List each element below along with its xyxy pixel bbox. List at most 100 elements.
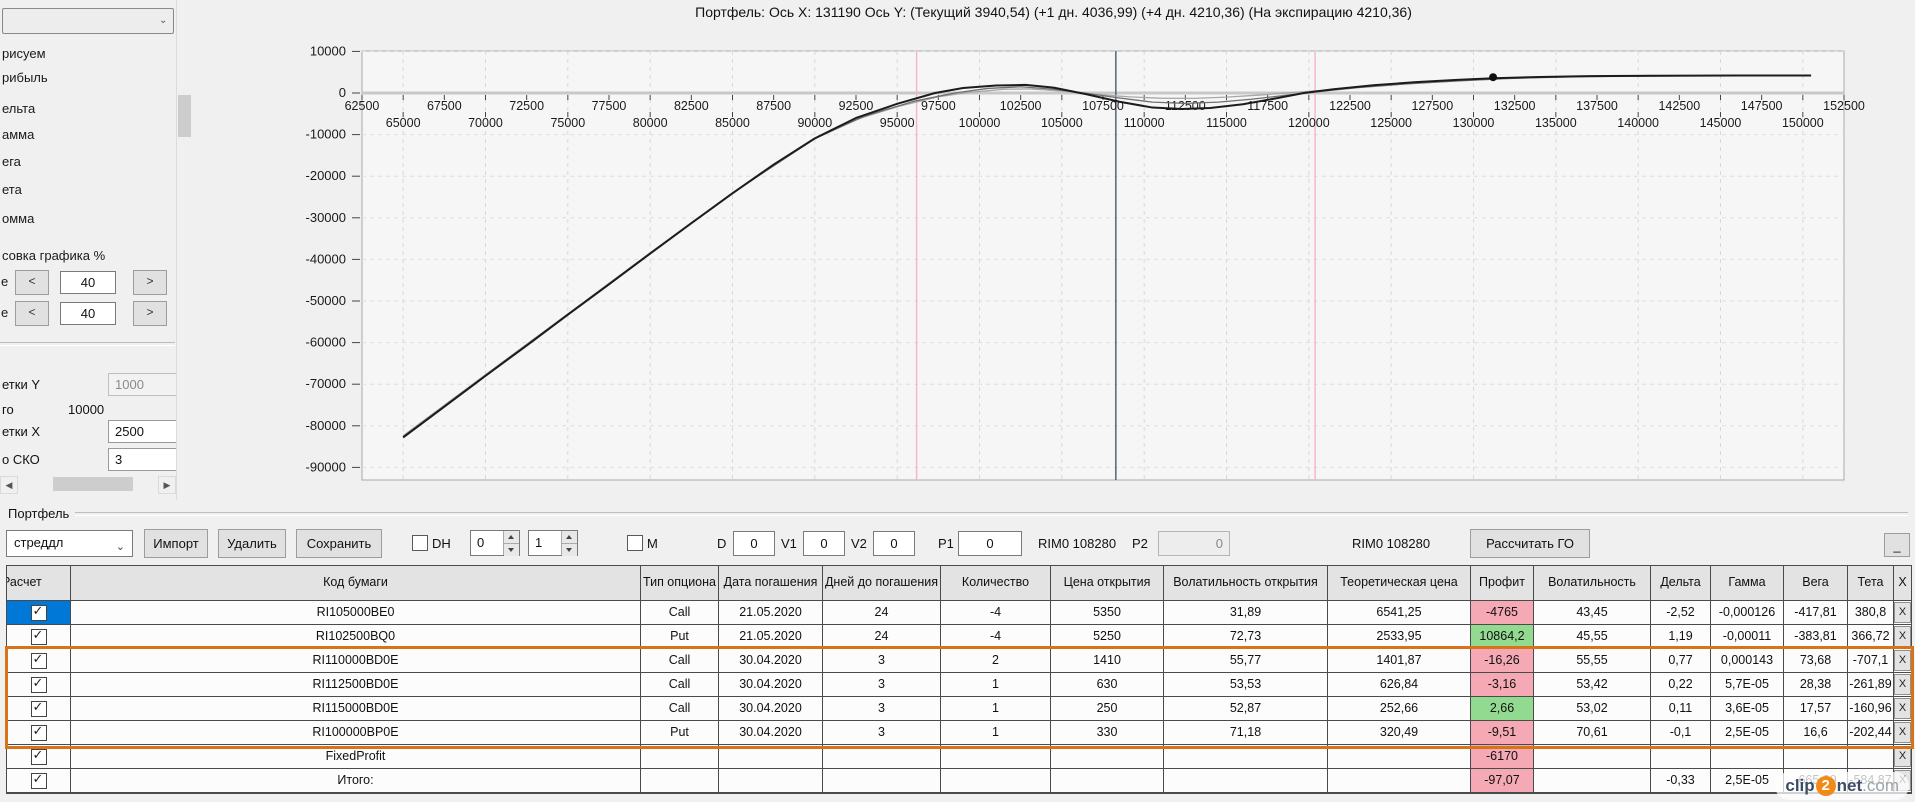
column-header[interactable]: Дельта [1651, 566, 1711, 601]
series-На экспирацию [402, 74, 1812, 439]
column-header[interactable]: Теоретическая цена [1328, 566, 1471, 601]
dh-checkbox[interactable] [412, 535, 428, 551]
p2-input[interactable]: 0 [1158, 531, 1230, 556]
delete-button[interactable]: Удалить [218, 529, 286, 558]
spinner-1[interactable]: 0 [470, 530, 520, 556]
table-row[interactable]: RI100000BP0EPut30.04.20203133071,18320,4… [7, 721, 1912, 745]
spinner-2[interactable]: 1 [528, 530, 578, 556]
d-input[interactable]: 0 [733, 531, 775, 556]
sidebar-draw-option[interactable]: ета [2, 182, 22, 197]
calc-margin-button[interactable]: Рассчитать ГО [1470, 529, 1590, 558]
table-row[interactable]: Итого:-97,07-0,332,5E-05-665,39-584,87X [7, 769, 1912, 793]
row-checkbox[interactable] [30, 748, 47, 765]
table-row[interactable]: RI115000BD0ECall30.04.20203125052,87252,… [7, 697, 1912, 721]
column-header[interactable]: Расчет [7, 566, 71, 601]
table-cell [719, 745, 823, 769]
column-header[interactable]: Вега [1784, 566, 1848, 601]
import-button[interactable]: Импорт [144, 529, 208, 558]
table-row[interactable]: RI110000BD0ECall30.04.202032141055,77140… [7, 649, 1912, 673]
sidebar-draw-option[interactable]: амма [2, 127, 35, 142]
column-header[interactable]: Гамма [1711, 566, 1784, 601]
field-input[interactable]: 1000 [108, 373, 180, 396]
row-delete-cell[interactable]: X [1894, 673, 1912, 697]
row-calc-cell[interactable] [7, 625, 71, 649]
vertical-scrollbar[interactable] [176, 0, 192, 500]
row-calc-cell[interactable] [7, 769, 71, 793]
spin-up-icon[interactable] [504, 531, 519, 544]
decrease-button[interactable]: < [15, 270, 49, 295]
table-row[interactable]: FixedProfit -6170 X [7, 745, 1912, 769]
row-delete-cell[interactable]: X [1894, 697, 1912, 721]
column-header[interactable]: Профит [1471, 566, 1534, 601]
column-header[interactable]: Тип опциона [641, 566, 719, 601]
spinner-arrows[interactable] [503, 531, 519, 556]
column-header[interactable]: Тета [1848, 566, 1894, 601]
row-delete-cell[interactable]: X [1894, 721, 1912, 745]
field-input[interactable]: 2500 [108, 420, 180, 443]
scrollbar-thumb[interactable] [178, 95, 191, 137]
table-row[interactable]: RI105000BE0Call21.05.202024-4535031,8965… [7, 601, 1912, 625]
save-button[interactable]: Сохранить [296, 529, 382, 558]
p1-input[interactable]: 0 [958, 531, 1022, 556]
row-checkbox[interactable] [30, 676, 47, 693]
row-delete-cell[interactable]: X [1894, 601, 1912, 625]
spin-down-icon[interactable] [504, 544, 519, 556]
spin-up-icon[interactable] [562, 531, 577, 544]
column-header[interactable]: Волатильность открытия [1164, 566, 1328, 601]
field-input[interactable]: 3 [108, 448, 180, 471]
delete-row-button[interactable]: X [1894, 650, 1911, 671]
table-row[interactable]: RI112500BD0ECall30.04.20203163053,53626,… [7, 673, 1912, 697]
row-checkbox[interactable] [30, 700, 47, 717]
scrollbar-thumb[interactable] [53, 477, 133, 491]
column-header[interactable]: Дней до погашения [823, 566, 941, 601]
column-header[interactable]: Код бумаги [71, 566, 641, 601]
scale-percent-input[interactable]: 40 [60, 302, 116, 325]
sidebar-draw-option[interactable]: рибыль [2, 70, 48, 85]
table-row[interactable]: RI102500BQ0Put21.05.202024-4525072,73253… [7, 625, 1912, 649]
delete-row-button[interactable]: X [1894, 626, 1911, 647]
sidebar-draw-option[interactable]: ельта [2, 101, 36, 116]
column-header[interactable]: Дата погашения [719, 566, 823, 601]
sidebar-draw-option[interactable]: омма [2, 211, 35, 226]
row-delete-cell[interactable]: X [1894, 625, 1912, 649]
portfolio-select[interactable]: стреддл ⌄ [6, 530, 133, 557]
column-header[interactable]: Количество [941, 566, 1051, 601]
m-checkbox[interactable] [627, 535, 643, 551]
row-checkbox[interactable] [30, 724, 47, 741]
pnl-chart-canvas[interactable]: 62500 67500 72500 77500 82500 87500 92500 97500… [192, 0, 1915, 503]
v2-input[interactable]: 0 [873, 531, 915, 556]
row-calc-cell[interactable] [7, 601, 71, 625]
scroll-left-icon[interactable]: ◀ [0, 476, 18, 494]
delete-row-button[interactable]: X [1894, 674, 1911, 695]
column-header[interactable]: X [1894, 566, 1912, 601]
row-calc-cell[interactable] [7, 721, 71, 745]
row-checkbox[interactable] [30, 628, 47, 645]
sidebar-draw-option[interactable]: ега [2, 154, 21, 169]
column-header[interactable]: Цена открытия [1051, 566, 1164, 601]
delete-row-button[interactable]: X [1894, 698, 1911, 719]
row-calc-cell[interactable] [7, 745, 71, 769]
row-checkbox[interactable] [30, 604, 47, 621]
spin-down-icon[interactable] [562, 544, 577, 556]
column-header[interactable]: Волатильность [1534, 566, 1651, 601]
decrease-button[interactable]: < [15, 301, 49, 326]
minimize-button[interactable]: _ [1884, 533, 1910, 557]
delete-row-button[interactable]: X [1894, 746, 1911, 767]
chart-mode-combobox[interactable]: ⌄ [2, 8, 174, 34]
increase-button[interactable]: > [133, 270, 167, 295]
v1-input[interactable]: 0 [803, 531, 845, 556]
scroll-right-icon[interactable]: ▶ [158, 476, 176, 494]
spinner-arrows[interactable] [561, 531, 577, 556]
row-calc-cell[interactable] [7, 649, 71, 673]
row-calc-cell[interactable] [7, 697, 71, 721]
row-delete-cell[interactable]: X [1894, 649, 1912, 673]
increase-button[interactable]: > [133, 301, 167, 326]
delete-row-button[interactable]: X [1894, 722, 1911, 743]
row-calc-cell[interactable] [7, 673, 71, 697]
row-delete-cell[interactable]: X [1894, 745, 1912, 769]
horizontal-scrollbar[interactable]: ◀ ▶ [0, 476, 176, 494]
row-checkbox[interactable] [30, 652, 47, 669]
row-checkbox[interactable] [30, 772, 47, 789]
scale-percent-input[interactable]: 40 [60, 271, 116, 294]
delete-row-button[interactable]: X [1894, 602, 1911, 623]
